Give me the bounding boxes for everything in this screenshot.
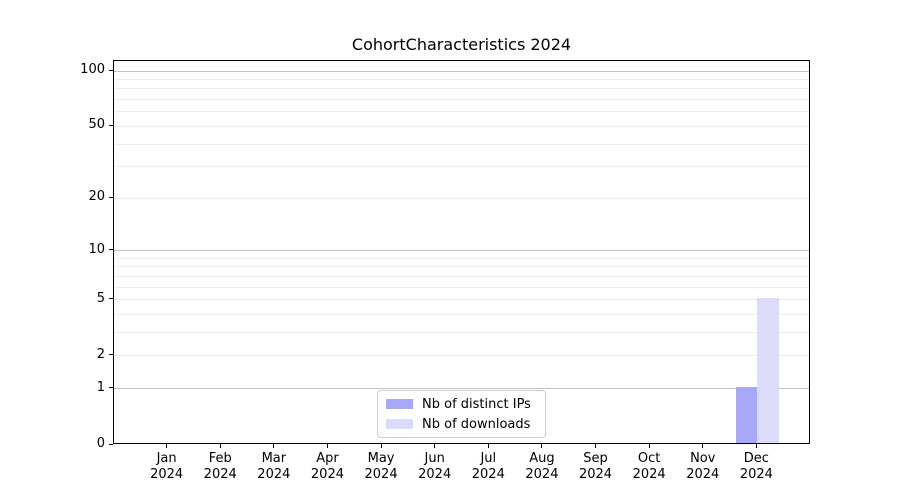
x-tick-year: 2024	[471, 467, 505, 482]
x-tick-month: Mar	[261, 451, 287, 466]
x-axis-tick	[595, 444, 597, 448]
gridline-minor	[114, 257, 809, 259]
y-axis-tick	[109, 69, 113, 71]
x-axis-tick-label: Feb 2024	[175, 451, 265, 483]
x-tick-month: Sep	[583, 451, 608, 466]
x-tick-year: 2024	[257, 467, 291, 482]
x-axis-tick	[219, 444, 221, 448]
x-axis-tick	[487, 444, 489, 448]
x-axis-tick	[541, 444, 543, 448]
y-axis-tick	[109, 387, 113, 389]
y-axis-tick-label: 10	[88, 241, 105, 257]
y-axis-tick	[109, 443, 113, 445]
y-axis-tick	[109, 249, 113, 251]
gridline-minor	[114, 166, 809, 168]
gridline-minor	[114, 332, 809, 334]
downloads-swatch-icon	[386, 419, 413, 429]
legend: Nb of distinct IPs Nb of downloads	[377, 390, 546, 438]
y-axis-tick-label: 100	[80, 62, 105, 77]
gridline-minor	[114, 286, 809, 288]
x-axis-tick-label: Oct 2024	[604, 451, 694, 483]
x-tick-month: Dec	[743, 451, 769, 466]
x-tick-year: 2024	[310, 467, 344, 482]
x-axis-tick	[702, 444, 704, 448]
x-axis-tick-label: Sep 2024	[551, 451, 641, 483]
gridline-minor	[114, 125, 809, 127]
gridline-minor	[114, 88, 809, 90]
y-axis-tick	[109, 196, 113, 198]
x-axis-tick	[434, 444, 436, 448]
bar-downloads	[757, 297, 779, 443]
x-axis-tick	[166, 444, 168, 448]
x-tick-month: Oct	[637, 451, 661, 466]
y-axis-tick	[109, 124, 113, 126]
y-axis-tick-label: 50	[88, 117, 105, 133]
x-axis-tick-label: Jun 2024	[390, 451, 480, 483]
x-tick-year: 2024	[578, 467, 613, 482]
x-tick-year: 2024	[203, 467, 237, 482]
x-axis-tick-label: Nov 2024	[658, 451, 748, 483]
x-tick-year: 2024	[686, 467, 720, 482]
x-tick-year: 2024	[364, 467, 398, 482]
gridline-minor	[114, 266, 809, 268]
legend-label-downloads: Nb of downloads	[422, 416, 531, 432]
x-tick-month: Jun	[424, 451, 445, 466]
x-axis-tick	[380, 444, 382, 448]
x-axis-tick-label: Mar 2024	[229, 451, 319, 483]
gridline-minor	[114, 197, 809, 199]
gridline-minor	[114, 111, 809, 113]
y-axis-tick-label: 2	[96, 346, 105, 362]
x-axis-tick-label: Jan 2024	[122, 451, 212, 483]
legend-item-distinct-ips: Nb of distinct IPs	[386, 397, 537, 412]
gridline-major	[114, 70, 809, 72]
y-axis-tick-label: 1	[96, 379, 105, 395]
y-axis-tick-label: 0	[96, 436, 105, 451]
x-axis-tick	[273, 444, 275, 448]
x-tick-month: Jan	[156, 451, 177, 466]
x-tick-year: 2024	[418, 467, 452, 482]
y-axis-tick	[109, 354, 113, 356]
x-tick-month: Nov	[690, 451, 716, 466]
y-axis-tick-label: 5	[96, 290, 105, 306]
x-tick-year: 2024	[739, 467, 773, 482]
x-axis-tick-label: Apr 2024	[282, 451, 372, 483]
x-axis-tick	[755, 444, 757, 448]
x-tick-month: May	[367, 451, 395, 466]
x-tick-year: 2024	[632, 467, 666, 482]
gridline-minor	[114, 143, 809, 145]
x-tick-month: Apr	[316, 451, 339, 466]
gridline-minor	[114, 299, 809, 301]
y-axis-tick-label: 20	[88, 189, 105, 205]
legend-item-downloads: Nb of downloads	[386, 417, 537, 432]
gridline-minor	[114, 355, 809, 357]
x-axis-tick-label: Dec 2024	[711, 451, 801, 483]
gridline-minor	[114, 99, 809, 101]
gridline-minor	[114, 275, 809, 277]
x-tick-month: Jul	[480, 451, 497, 466]
x-axis-tick-label: May 2024	[336, 451, 426, 483]
gridline-major	[114, 250, 809, 252]
x-axis-tick	[326, 444, 328, 448]
x-tick-year: 2024	[525, 467, 559, 482]
legend-label-distinct-ips: Nb of distinct IPs	[422, 396, 531, 412]
bar-distinct-ips	[735, 386, 758, 443]
y-axis-tick	[109, 298, 113, 300]
x-tick-month: Aug	[529, 451, 555, 466]
x-tick-year: 2024	[150, 467, 184, 482]
chart-title: CohortCharacteristics 2024	[351, 35, 572, 54]
plot-area	[113, 60, 810, 444]
x-axis-tick	[648, 444, 650, 448]
gridline-minor	[114, 78, 809, 80]
x-axis-tick-label: Jul 2024	[443, 451, 533, 483]
gridline-minor	[114, 314, 809, 316]
gridline-major	[114, 388, 809, 390]
distinct-ips-swatch-icon	[386, 399, 413, 409]
x-tick-month: Feb	[208, 451, 232, 466]
x-axis-tick-label: Aug 2024	[497, 451, 587, 483]
